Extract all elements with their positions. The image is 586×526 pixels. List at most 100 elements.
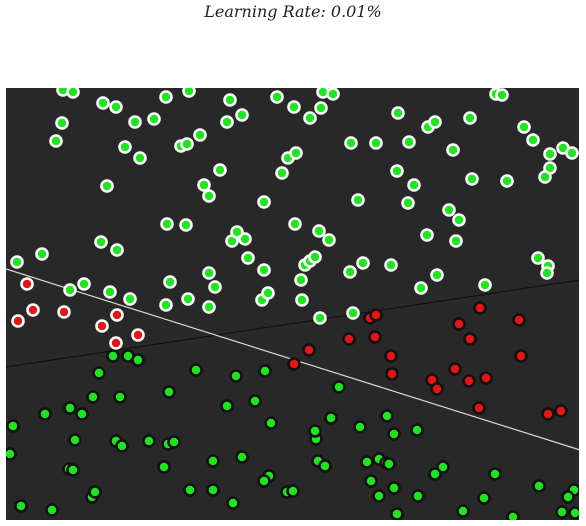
green-point	[220, 115, 234, 129]
green-point	[229, 369, 243, 383]
green-point	[387, 427, 401, 441]
red-point	[287, 357, 301, 371]
green-point	[500, 174, 514, 188]
green-point	[420, 228, 434, 242]
green-point	[213, 163, 227, 177]
red-point	[131, 328, 145, 342]
green-point	[123, 292, 137, 306]
green-point	[465, 172, 479, 186]
green-point	[159, 298, 173, 312]
green-point	[324, 411, 338, 425]
green-point	[555, 505, 569, 519]
red-point	[462, 374, 476, 388]
green-point	[478, 278, 492, 292]
green-point	[568, 506, 579, 520]
green-point	[206, 454, 220, 468]
green-point	[235, 450, 249, 464]
green-point	[353, 420, 367, 434]
green-point	[275, 166, 289, 180]
green-point	[230, 225, 244, 239]
red-point	[479, 371, 493, 385]
green-point	[538, 170, 552, 184]
green-point	[442, 203, 456, 217]
red-point	[368, 330, 382, 344]
green-point	[162, 385, 176, 399]
green-point	[55, 116, 69, 130]
green-point	[235, 108, 249, 122]
green-point	[66, 463, 80, 477]
red-point	[110, 308, 124, 322]
green-point	[38, 407, 52, 421]
green-point	[106, 349, 120, 363]
green-point	[380, 409, 394, 423]
red-point	[473, 301, 487, 315]
green-point	[369, 136, 383, 150]
green-point	[384, 258, 398, 272]
green-point	[456, 504, 470, 518]
red-point	[57, 305, 71, 319]
green-point	[332, 380, 346, 394]
green-point	[160, 217, 174, 231]
green-point	[308, 424, 322, 438]
green-point	[565, 146, 579, 160]
green-point	[45, 503, 59, 517]
green-point	[6, 419, 20, 433]
red-point	[20, 277, 34, 291]
green-point	[63, 283, 77, 297]
red-point	[541, 407, 555, 421]
green-point	[543, 147, 557, 161]
green-point	[411, 489, 425, 503]
green-point	[286, 484, 300, 498]
page-title: Learning Rate: 0.01%	[204, 2, 382, 21]
green-point	[428, 467, 442, 481]
training-canvas[interactable]	[6, 88, 579, 520]
green-point	[179, 218, 193, 232]
green-point	[197, 178, 211, 192]
green-point	[113, 390, 127, 404]
red-point	[95, 319, 109, 333]
green-point	[495, 88, 509, 102]
green-point	[322, 233, 336, 247]
green-point	[68, 433, 82, 447]
green-point	[63, 401, 77, 415]
green-point	[452, 213, 466, 227]
red-point	[430, 382, 444, 396]
green-point	[92, 366, 106, 380]
green-point	[131, 353, 145, 367]
scatter-plot	[6, 88, 579, 520]
green-point	[356, 256, 370, 270]
green-point	[402, 135, 416, 149]
green-point	[477, 491, 491, 505]
green-point	[49, 134, 63, 148]
green-point	[506, 510, 520, 520]
green-point	[308, 250, 322, 264]
green-point	[261, 286, 275, 300]
green-point	[313, 311, 327, 325]
green-point	[463, 111, 477, 125]
green-point	[182, 88, 196, 98]
green-point	[193, 128, 207, 142]
red-point	[512, 313, 526, 327]
green-point	[189, 363, 203, 377]
green-point	[517, 120, 531, 134]
green-point	[532, 479, 546, 493]
green-point	[295, 293, 309, 307]
green-point	[372, 489, 386, 503]
green-point	[449, 234, 463, 248]
green-point	[312, 224, 326, 238]
green-point	[314, 101, 328, 115]
green-point	[531, 251, 545, 265]
green-point	[10, 255, 24, 269]
green-point	[410, 423, 424, 437]
green-point	[110, 243, 124, 257]
red-point	[448, 362, 462, 376]
green-point	[103, 285, 117, 299]
red-point	[452, 317, 466, 331]
green-point	[167, 435, 181, 449]
green-point	[77, 277, 91, 291]
data-points	[6, 88, 579, 520]
green-point	[157, 460, 171, 474]
green-point	[344, 136, 358, 150]
green-point	[6, 447, 17, 461]
